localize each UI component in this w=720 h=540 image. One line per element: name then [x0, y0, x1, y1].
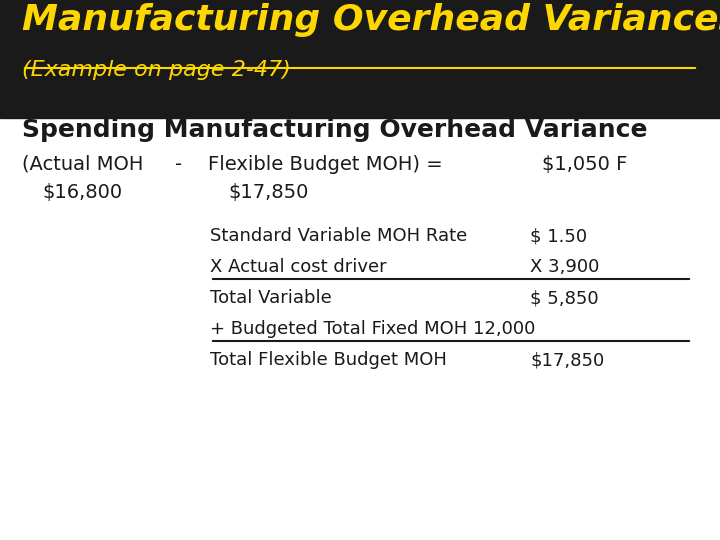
Text: $17,850: $17,850 — [530, 351, 604, 369]
Text: $ 1.50: $ 1.50 — [530, 227, 587, 245]
Text: (Actual MOH: (Actual MOH — [22, 155, 143, 174]
Text: $17,850: $17,850 — [228, 183, 308, 202]
Text: X Actual cost driver: X Actual cost driver — [210, 258, 387, 276]
Text: $ 5,850: $ 5,850 — [530, 289, 598, 307]
Text: Manufacturing Overhead Variances: Manufacturing Overhead Variances — [22, 3, 720, 37]
Text: Total Flexible Budget MOH: Total Flexible Budget MOH — [210, 351, 447, 369]
Text: Flexible Budget MOH) =: Flexible Budget MOH) = — [208, 155, 443, 174]
Text: -: - — [175, 155, 182, 174]
Text: (Example on page 2-47): (Example on page 2-47) — [22, 60, 291, 80]
Text: Total Variable: Total Variable — [210, 289, 332, 307]
Text: Spending Manufacturing Overhead Variance: Spending Manufacturing Overhead Variance — [22, 118, 647, 142]
Text: $1,050 F: $1,050 F — [542, 155, 627, 174]
Text: + Budgeted Total Fixed MOH 12,000: + Budgeted Total Fixed MOH 12,000 — [210, 320, 536, 338]
Bar — [0, 0, 720, 118]
Text: X 3,900: X 3,900 — [530, 258, 599, 276]
Text: Standard Variable MOH Rate: Standard Variable MOH Rate — [210, 227, 467, 245]
Text: $16,800: $16,800 — [42, 183, 122, 202]
